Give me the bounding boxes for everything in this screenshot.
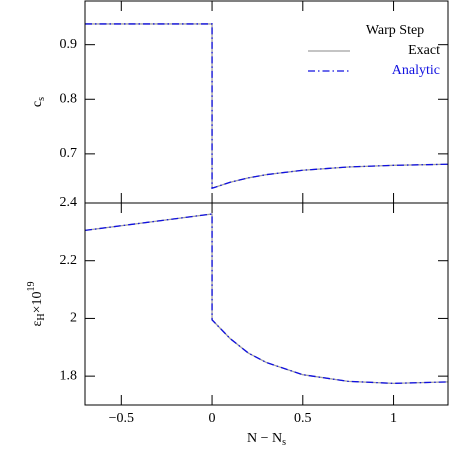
- data-line: [84, 213, 449, 385]
- x-tick-label: 1: [390, 411, 397, 426]
- y-label-sup: 19: [26, 281, 37, 291]
- data-line: [84, 213, 449, 385]
- y-label-sub: H: [36, 313, 47, 320]
- plot-frame: [84, 202, 449, 406]
- legend-title: Warp Step: [366, 23, 424, 38]
- y-axis-label: εH×1019: [26, 281, 47, 326]
- x-label-main: N − N: [247, 431, 282, 446]
- data-line: [85, 23, 449, 190]
- y-tick-label: 0.9: [60, 37, 78, 52]
- y-axis-label: cs: [30, 97, 47, 107]
- legend-label: Exact: [408, 43, 440, 58]
- x-tick-label: −0.5: [109, 411, 134, 426]
- y-tick-label: 2: [70, 311, 77, 326]
- data-line: [85, 23, 449, 190]
- y-tick-label: 2.2: [60, 253, 78, 268]
- y-tick-label: 0.7: [60, 146, 78, 161]
- y-tick-label: 1.8: [60, 368, 78, 383]
- x-label-sub: s: [282, 437, 286, 448]
- y-label-main: ε: [30, 321, 45, 327]
- y-tick-label: 2.4: [60, 195, 78, 210]
- x-tick-label: 0.5: [294, 411, 312, 426]
- x-axis-label: N − Ns: [247, 431, 286, 448]
- legend-label: Analytic: [392, 63, 440, 78]
- y-label-sub: s: [36, 97, 47, 101]
- y-tick-label: 0.8: [60, 91, 78, 106]
- y-label-after: ×10: [30, 291, 45, 313]
- x-tick-label: 0: [209, 411, 216, 426]
- y-label-main: c: [30, 101, 45, 107]
